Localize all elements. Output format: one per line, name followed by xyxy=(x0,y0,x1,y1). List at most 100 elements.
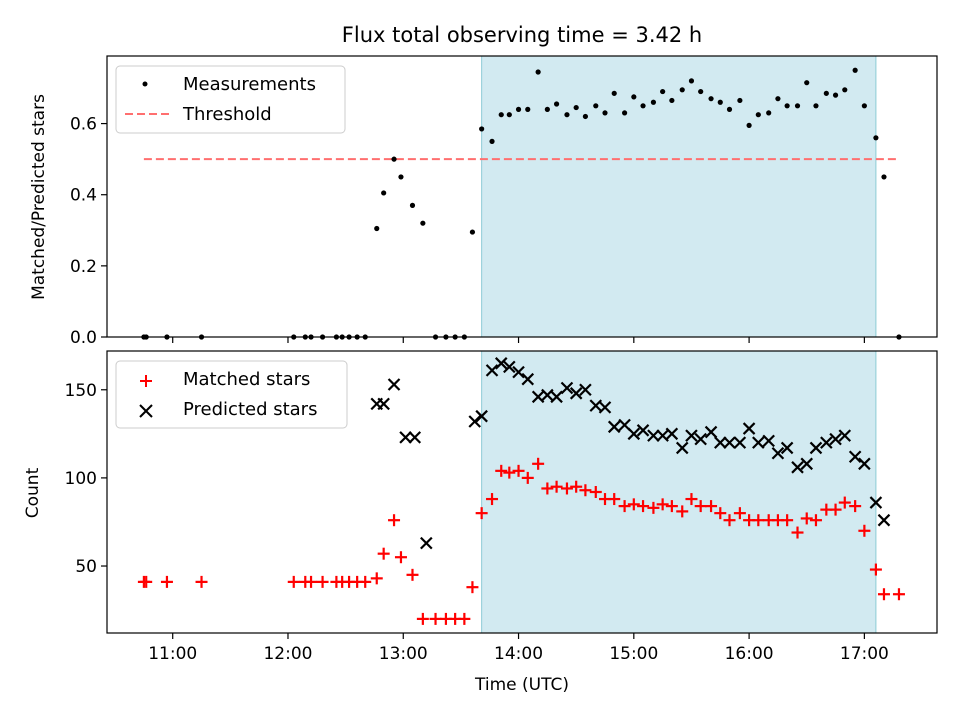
matched-star-point xyxy=(570,480,583,493)
predicted-star-point xyxy=(521,372,535,386)
predicted-star-point xyxy=(569,387,583,400)
predicted-star-point xyxy=(468,415,482,428)
matched-star-point xyxy=(287,575,300,588)
matched-star-point xyxy=(694,500,707,513)
predicted-star-point xyxy=(420,536,433,550)
predicted-star-point xyxy=(377,397,390,411)
matched-star-point xyxy=(160,575,173,588)
legend-predicted-marker xyxy=(139,404,153,418)
top-x-ticks xyxy=(172,337,865,343)
legend-matched-marker xyxy=(140,375,152,387)
measurement-point xyxy=(746,122,752,128)
predicted-star-point xyxy=(560,381,574,395)
bottom-legend: Matched stars Predicted stars xyxy=(115,360,348,429)
measurement-point xyxy=(602,110,608,116)
measurement-point xyxy=(832,92,839,98)
predicted-star-point xyxy=(762,434,775,448)
x-axis-label: Time (UTC) xyxy=(474,675,569,695)
matched-star-point xyxy=(714,507,727,520)
x-tick-label: 17:00 xyxy=(840,644,889,664)
measurement-point xyxy=(784,103,790,109)
matched-star-point xyxy=(733,507,746,520)
x-tick-label: 11:00 xyxy=(148,644,197,664)
measurement-point xyxy=(737,97,743,104)
measurement-point xyxy=(544,106,550,112)
predicted-star-point xyxy=(387,378,401,391)
measurement-point xyxy=(660,88,666,95)
predicted-star-point xyxy=(598,401,612,414)
predicted-star-point xyxy=(485,364,499,377)
matched-star-point xyxy=(429,612,442,625)
matched-star-point xyxy=(849,500,862,513)
matched-star-point xyxy=(316,575,329,588)
x-tick-label: 16:00 xyxy=(725,644,774,664)
measurement-point xyxy=(881,174,887,180)
top-panel: 0.0 0.2 0.4 0.6 Measurements Threshold xyxy=(70,55,938,348)
measurement-point xyxy=(823,90,829,96)
predicted-star-point xyxy=(550,390,563,404)
matched-star-point xyxy=(829,503,842,516)
matched-star-point xyxy=(512,464,525,477)
predicted-star-point xyxy=(647,429,660,442)
predicted-star-point xyxy=(579,383,592,397)
matched-star-point xyxy=(495,464,508,477)
predicted-star-point xyxy=(694,432,707,446)
top-y-tick-label: 0.6 xyxy=(70,115,97,135)
measurement-point xyxy=(374,225,380,232)
matched-star-point xyxy=(637,500,650,513)
matched-star-point xyxy=(752,514,765,527)
predicted-star-point xyxy=(704,425,718,439)
matched-star-point xyxy=(800,512,813,525)
x-axis: 11:00 12:00 13:00 14:00 15:00 16:00 17:00 xyxy=(148,633,889,664)
predicted-star-point xyxy=(399,431,412,444)
measurement-point xyxy=(852,67,858,73)
matched-star-point xyxy=(305,575,318,588)
predicted-star-point xyxy=(494,357,508,370)
measurement-point xyxy=(420,220,426,226)
top-y-tick-label: 0.4 xyxy=(70,186,97,206)
predicted-star-point xyxy=(675,441,689,455)
matched-star-point xyxy=(388,514,401,527)
top-y-axis: 0.0 0.2 0.4 0.6 xyxy=(70,115,107,348)
matched-star-point xyxy=(685,493,698,506)
measurement-point xyxy=(755,112,761,118)
matched-star-point xyxy=(416,612,429,625)
matched-star-point xyxy=(475,507,488,520)
measurement-point xyxy=(708,96,714,102)
matched-star-point xyxy=(705,500,718,513)
matched-star-point xyxy=(541,482,554,495)
matched-star-point xyxy=(503,466,516,479)
matched-star-point xyxy=(359,575,372,588)
measurement-point xyxy=(506,112,512,118)
matched-star-point xyxy=(579,484,592,497)
predicted-star-point xyxy=(752,436,765,449)
measurement-point xyxy=(611,90,617,96)
chart-title: Flux total observing time = 3.42 h xyxy=(342,23,702,47)
x-tick-label: 12:00 xyxy=(263,644,312,664)
measurement-point xyxy=(775,96,781,102)
measurement-point xyxy=(515,106,522,112)
legend-threshold-label: Threshold xyxy=(182,104,272,125)
measurement-point xyxy=(679,87,685,93)
predicted-star-point xyxy=(848,450,862,464)
matched-star-point xyxy=(877,588,890,601)
predicted-star-point xyxy=(742,422,756,435)
measurement-point xyxy=(582,113,589,120)
matched-star-point xyxy=(627,498,640,511)
predicted-star-point xyxy=(869,496,883,509)
predicted-star-points xyxy=(370,357,891,550)
predicted-star-point xyxy=(408,431,422,444)
legend-measurements-marker xyxy=(142,81,148,87)
measurement-point xyxy=(391,156,397,162)
bottom-legend-box xyxy=(115,360,348,429)
matched-star-point xyxy=(377,547,390,560)
measurement-point xyxy=(794,103,801,109)
matched-star-point xyxy=(618,500,631,513)
predicted-star-point xyxy=(858,457,871,471)
matched-star-point xyxy=(781,514,794,527)
matched-star-point xyxy=(486,493,499,506)
predicted-star-point xyxy=(877,513,891,527)
measurement-point xyxy=(842,87,848,93)
measurement-point xyxy=(479,126,485,132)
